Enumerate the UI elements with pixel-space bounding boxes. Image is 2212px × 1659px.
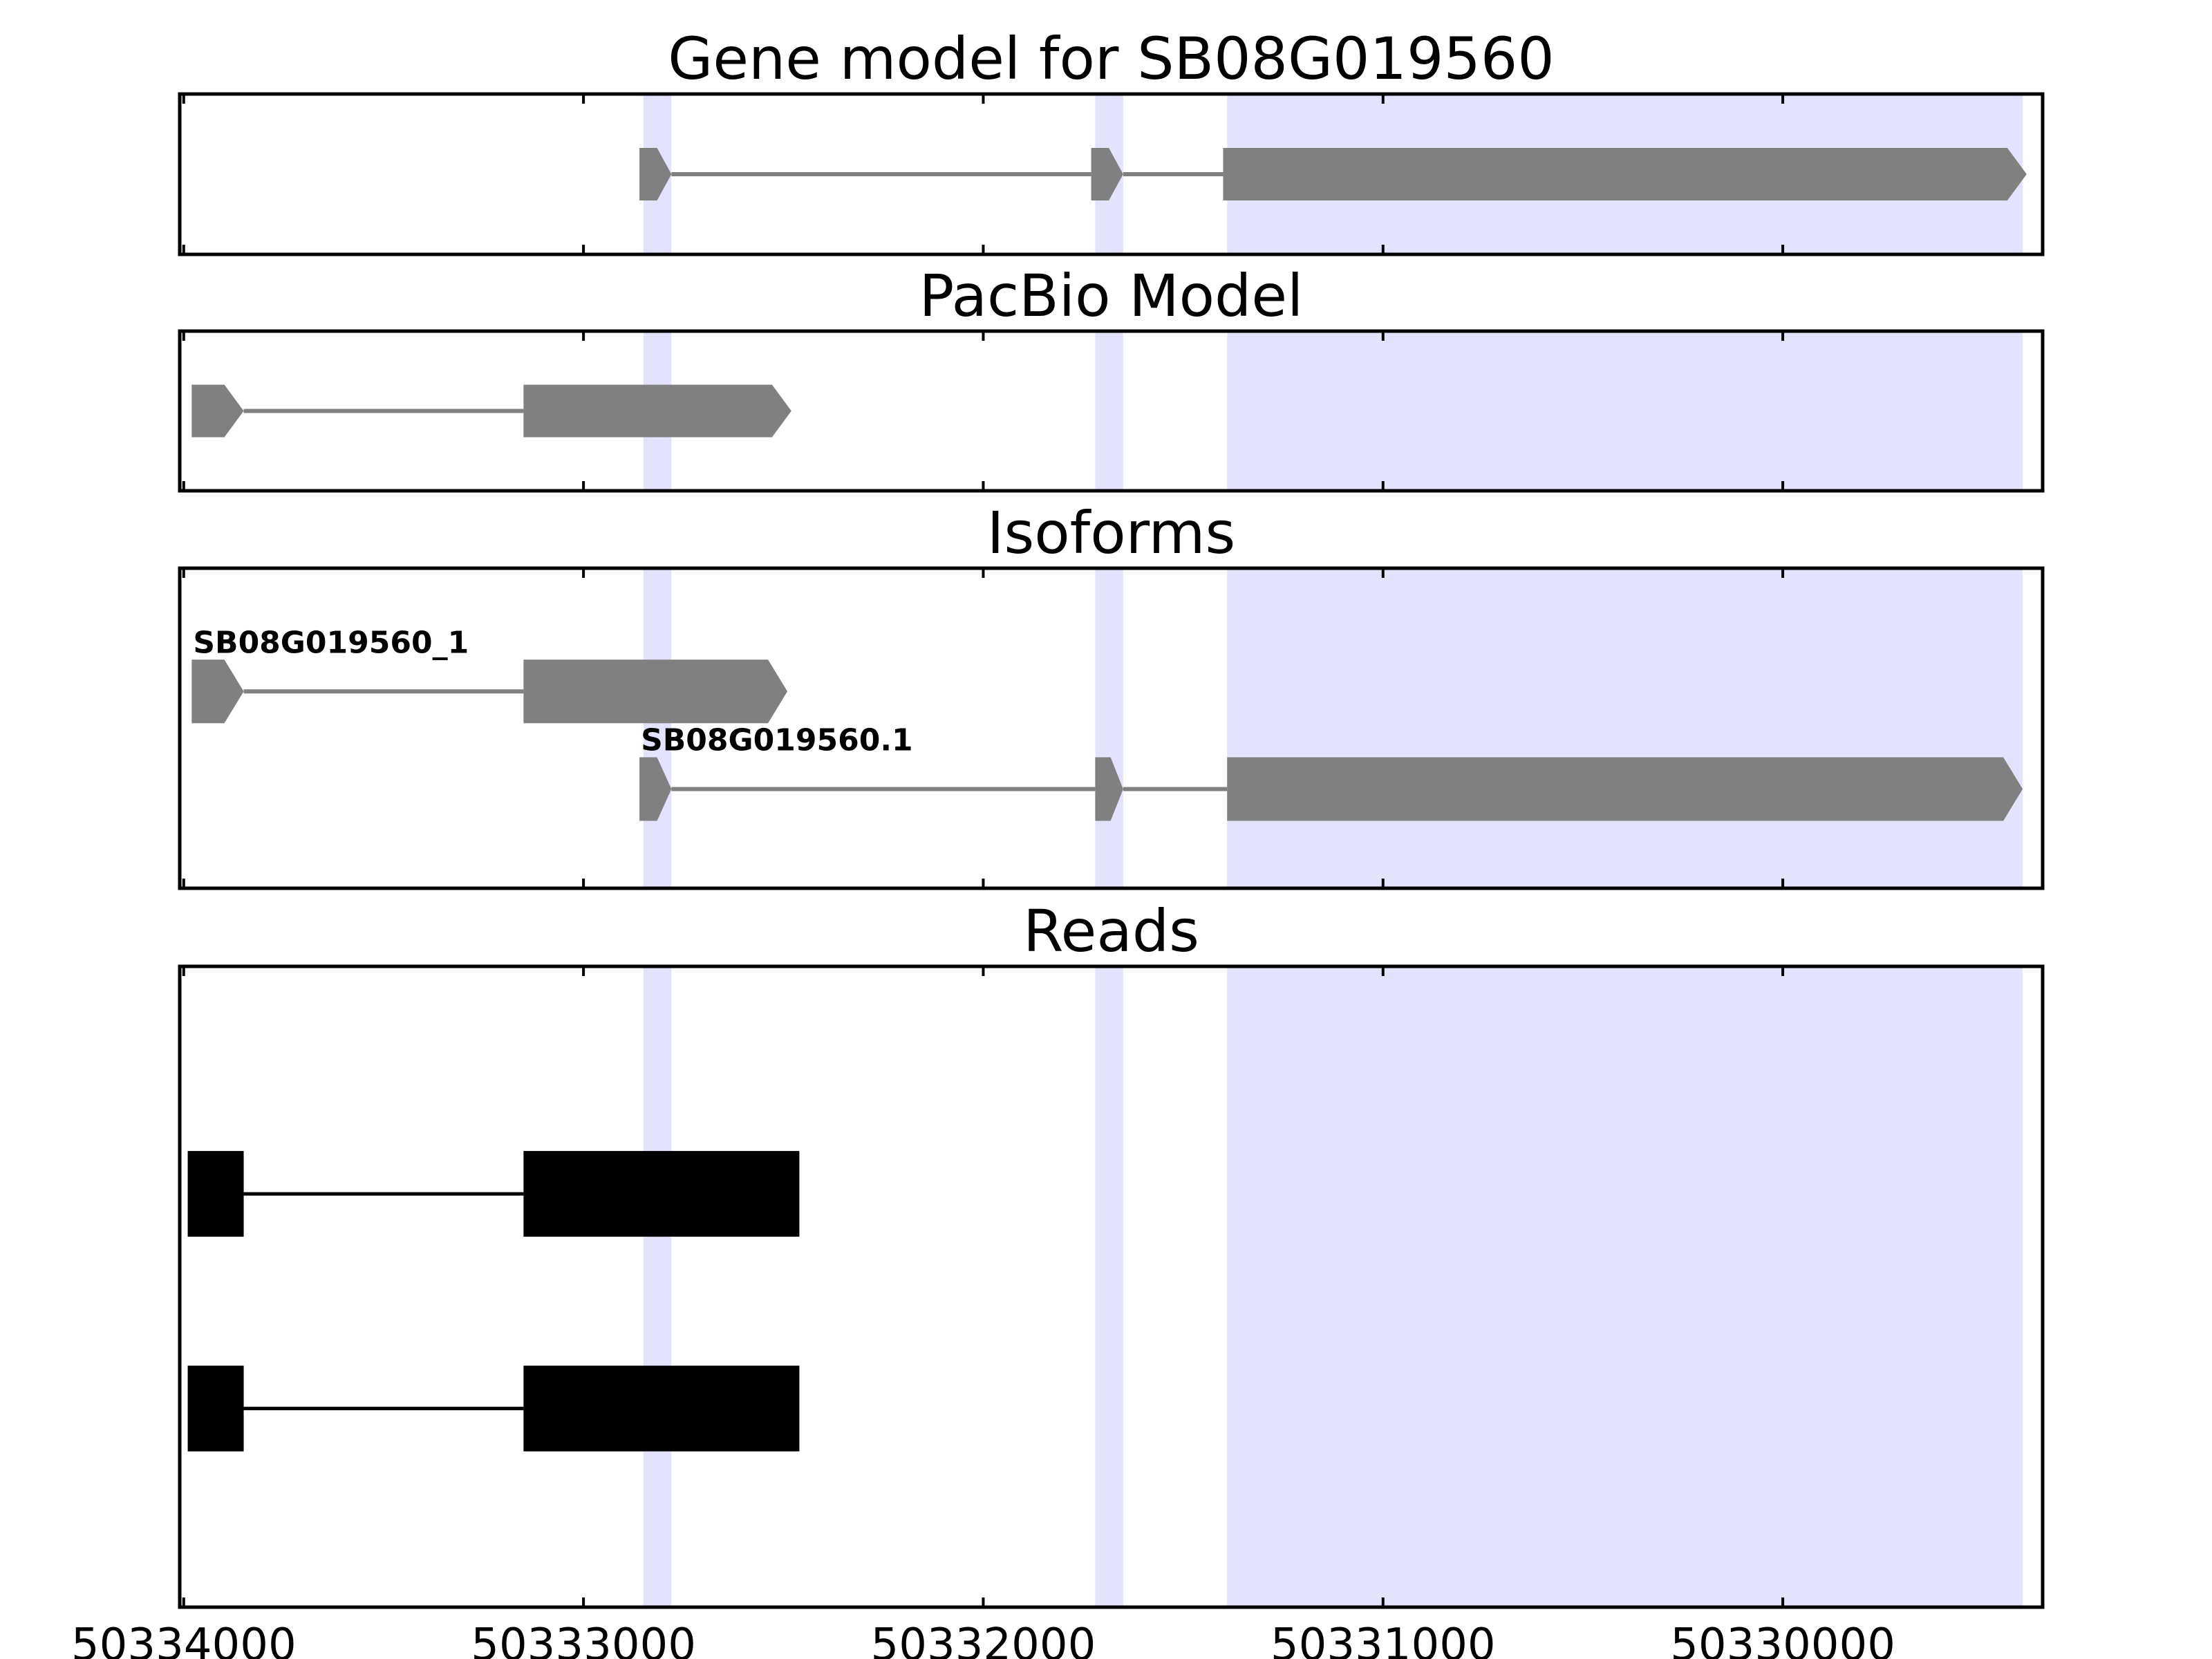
panel-title: Reads bbox=[1023, 897, 1199, 965]
read-block bbox=[187, 1365, 244, 1452]
exon-arrow bbox=[191, 659, 244, 724]
x-tick-label: 50333000 bbox=[471, 1620, 696, 1659]
isoform-label: SB08G019560_1 bbox=[193, 625, 469, 660]
highlight-band bbox=[1227, 966, 2023, 1607]
x-tick-label: 50334000 bbox=[71, 1620, 297, 1659]
exon-arrow bbox=[1227, 757, 2023, 821]
x-tick-label: 50331000 bbox=[1271, 1620, 1496, 1659]
highlight-band bbox=[1095, 331, 1123, 491]
exon-arrow bbox=[1095, 757, 1123, 821]
exon-arrow bbox=[523, 659, 788, 724]
isoform-label: SB08G019560.1 bbox=[641, 722, 913, 758]
axes-frame bbox=[178, 92, 2045, 256]
exon-arrow bbox=[1223, 148, 2027, 200]
x-tick-label: 50332000 bbox=[871, 1620, 1096, 1659]
axes-frame bbox=[178, 964, 2045, 1609]
exon-arrow bbox=[523, 384, 791, 438]
highlight-band bbox=[1095, 966, 1123, 1607]
panel-title: Isoforms bbox=[987, 499, 1236, 567]
panel-2: Isoforms SB08G019560_1 SB08G019560.1 bbox=[178, 499, 2045, 890]
highlight-band bbox=[643, 966, 672, 1607]
highlight-band bbox=[1227, 331, 2023, 491]
panel-0: Gene model for SB08G019560 bbox=[178, 25, 2045, 256]
highlight-band bbox=[643, 568, 672, 888]
panel-1: PacBio Model bbox=[178, 262, 2045, 493]
highlight-band bbox=[1227, 568, 2023, 888]
read-block bbox=[187, 1151, 244, 1237]
axes-frame bbox=[178, 566, 2045, 890]
x-tick-label: 50330000 bbox=[1670, 1620, 1895, 1659]
exon-arrow bbox=[191, 384, 244, 438]
exon-arrow bbox=[1091, 148, 1123, 200]
exon-arrow bbox=[639, 148, 672, 200]
panel-title: Gene model for SB08G019560 bbox=[668, 25, 1554, 93]
panel-3: Reads bbox=[178, 897, 2045, 1609]
highlight-band bbox=[1095, 568, 1123, 888]
panel-title: PacBio Model bbox=[919, 262, 1304, 330]
read-block bbox=[523, 1151, 800, 1237]
axes-frame bbox=[178, 329, 2045, 493]
read-block bbox=[523, 1365, 800, 1452]
exon-arrow bbox=[639, 757, 672, 821]
